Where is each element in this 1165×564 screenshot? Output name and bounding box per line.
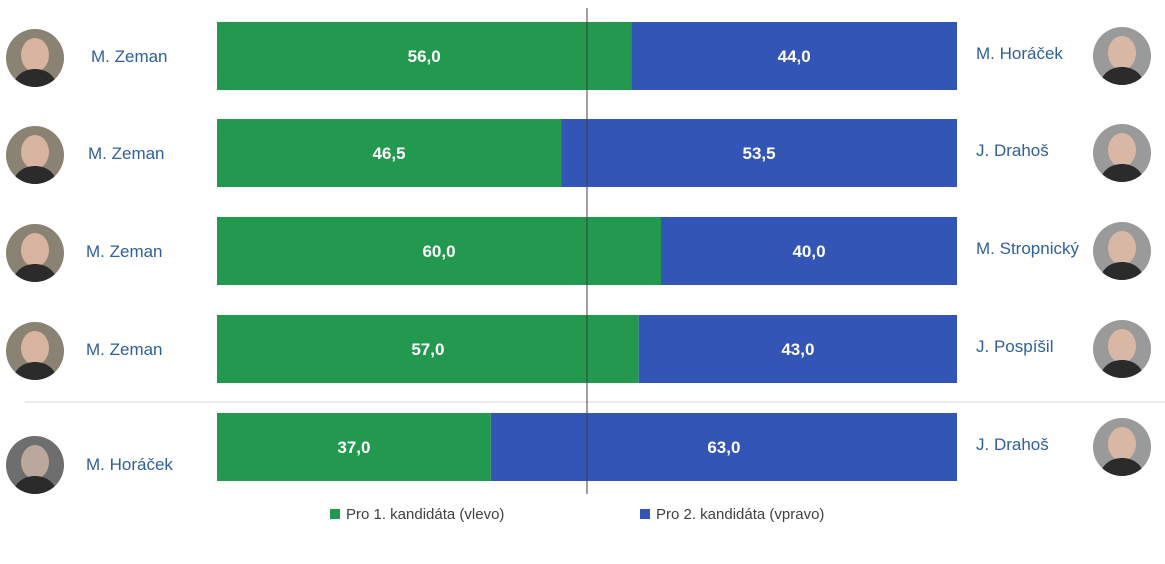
bar-first-candidate-4	[217, 413, 491, 481]
right-candidate-name-3: J. Pospíšil	[976, 337, 1054, 356]
bar-second-candidate-1	[561, 119, 957, 187]
data-label-first-4: 37,0	[337, 438, 370, 457]
legend-label-first: Pro 1. kandidáta (vlevo)	[346, 506, 505, 523]
right-candidate-photo-0	[1093, 27, 1151, 85]
left-candidate-name-1: M. Zeman	[88, 144, 165, 163]
right-candidate-name-4: J. Drahoš	[976, 435, 1049, 454]
left-candidate-photo-1	[6, 126, 64, 184]
data-label-first-0: 56,0	[408, 47, 441, 66]
bar-second-candidate-3	[638, 315, 957, 383]
bar-row-4: 37,0 63,0	[217, 413, 957, 481]
right-candidate-name-2: M. Stropnický	[976, 239, 1079, 258]
bar-second-candidate-2	[661, 217, 957, 285]
bar-row-3: 57,0 43,0	[217, 315, 957, 383]
data-label-second-4: 63,0	[707, 438, 740, 457]
left-candidate-photo-0	[6, 29, 64, 87]
left-candidate-photo-4	[6, 436, 64, 494]
left-candidate-photo-3	[6, 322, 64, 380]
legend-item-first: Pro 1. kandidáta (vlevo)	[330, 506, 504, 523]
bar-row-0: 56,0 44,0	[217, 22, 957, 90]
bar-first-candidate-3	[217, 315, 639, 383]
data-label-second-1: 53,5	[743, 144, 776, 163]
bar-first-candidate-1	[217, 119, 562, 187]
left-candidate-name-0: M. Zeman	[91, 47, 168, 66]
data-label-first-1: 46,5	[373, 144, 406, 163]
bar-second-candidate-0	[631, 22, 957, 90]
legend-swatch-second	[640, 509, 650, 519]
bar-second-candidate-4	[490, 413, 957, 481]
right-candidate-name-0: M. Horáček	[976, 44, 1063, 63]
right-candidate-photo-4	[1093, 418, 1151, 476]
bar-row-1: 46,5 53,5	[217, 119, 957, 187]
data-label-second-2: 40,0	[792, 242, 825, 261]
left-candidate-name-2: M. Zeman	[86, 242, 163, 261]
right-candidate-name-1: J. Drahoš	[976, 141, 1049, 160]
data-label-first-2: 60,0	[422, 242, 455, 261]
data-label-second-0: 44,0	[778, 47, 811, 66]
data-label-first-3: 57,0	[411, 340, 444, 359]
left-candidate-photo-2	[6, 224, 64, 282]
right-candidate-photo-2	[1093, 222, 1151, 280]
right-candidate-photo-1	[1093, 124, 1151, 182]
data-label-second-3: 43,0	[781, 340, 814, 359]
bar-first-candidate-0	[217, 22, 632, 90]
left-candidate-name-4: M. Horáček	[86, 455, 173, 474]
legend-swatch-first	[330, 509, 340, 519]
left-candidate-name-3: M. Zeman	[86, 340, 163, 359]
right-candidate-photo-3	[1093, 320, 1151, 378]
legend-label-second: Pro 2. kandidáta (vpravo)	[656, 506, 825, 523]
legend-item-second: Pro 2. kandidáta (vpravo)	[640, 506, 824, 523]
